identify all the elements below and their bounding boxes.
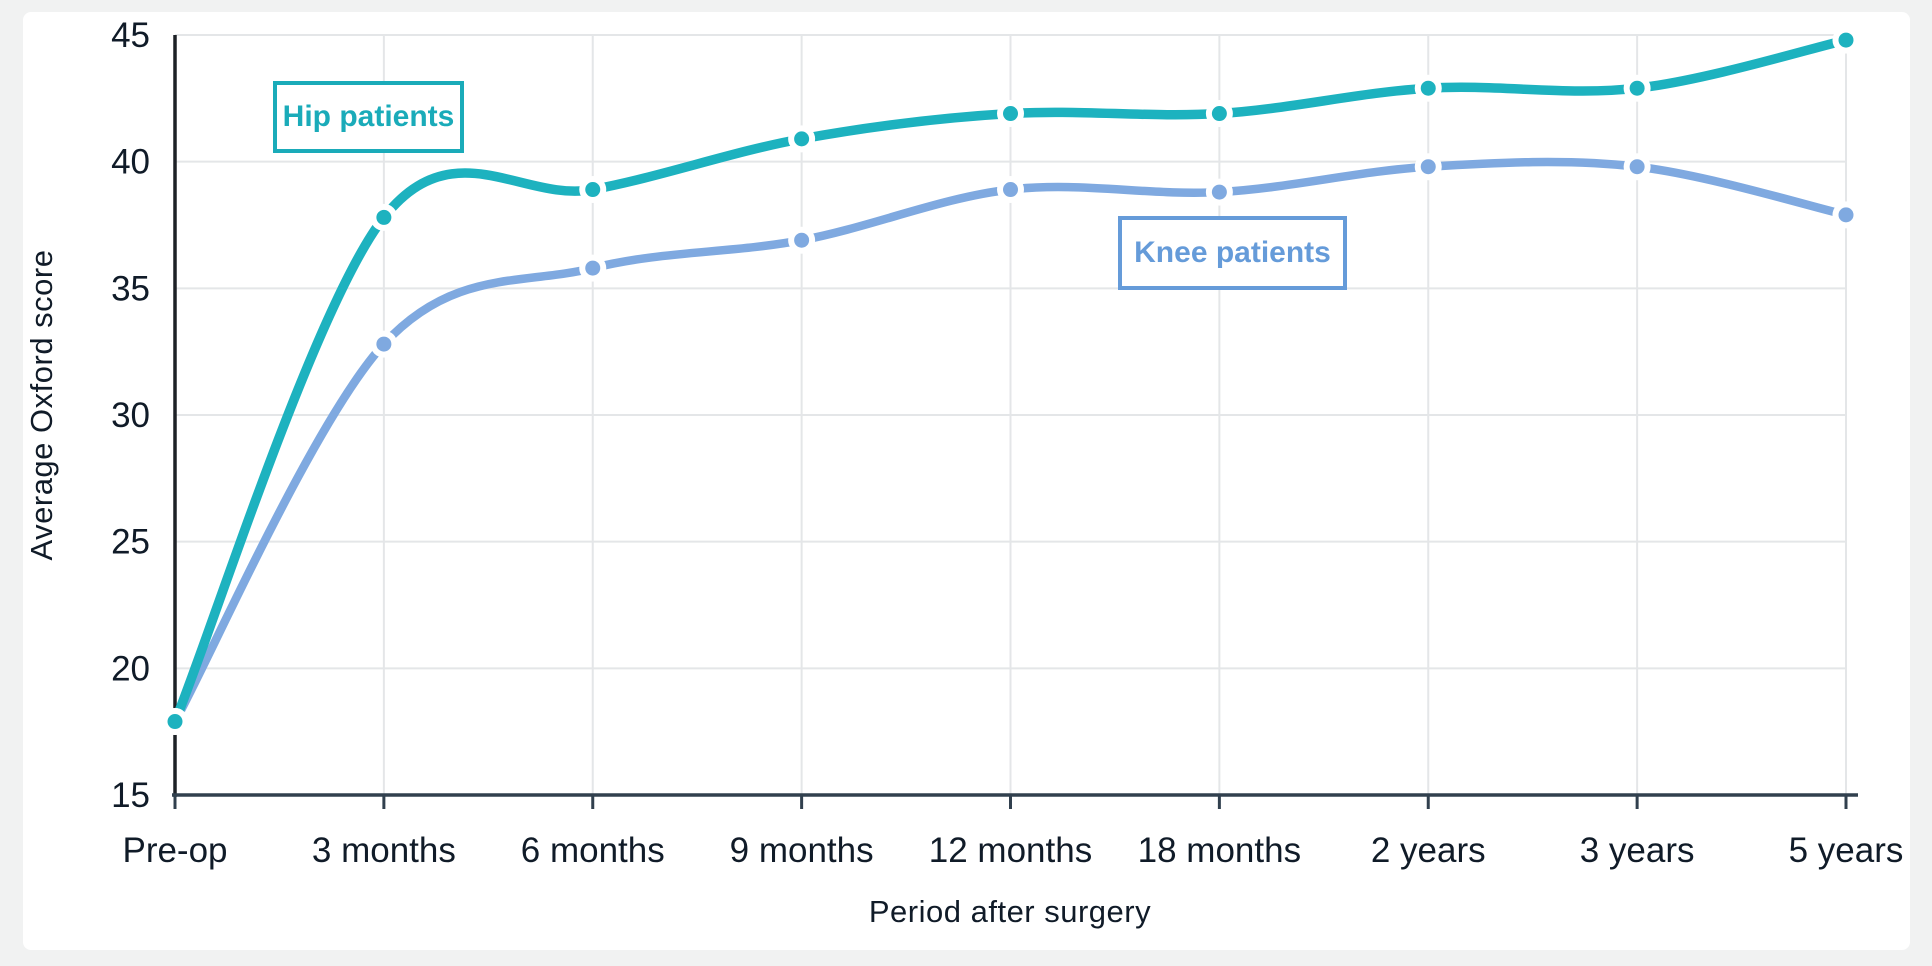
marker-dot — [1211, 106, 1227, 122]
marker-dot — [1211, 184, 1227, 200]
marker-dot — [585, 182, 601, 198]
marker-dot — [794, 131, 810, 147]
x-axis-ticks — [173, 795, 1848, 809]
marker-dot — [1003, 182, 1018, 198]
y-tick-label: 35 — [111, 269, 150, 308]
marker-dot — [794, 232, 810, 248]
marker-dot — [376, 209, 392, 225]
hip-series-annotation: Hip patients — [273, 81, 464, 153]
y-tick-label: 40 — [111, 143, 150, 182]
x-tick-label: 9 months — [730, 831, 874, 870]
x-tick-label: 6 months — [521, 831, 665, 870]
marker-dot — [1629, 80, 1645, 96]
y-tick-label: 45 — [111, 16, 150, 55]
marker-dot — [376, 336, 392, 352]
marker-dot — [1003, 106, 1018, 122]
x-tick-label: Pre-op — [122, 831, 227, 870]
x-tick-label: 3 months — [312, 831, 456, 870]
marker-dot — [167, 714, 183, 730]
y-tick-label: 15 — [111, 776, 150, 815]
y-axis-title: Average Oxford score — [24, 249, 59, 561]
gridlines — [175, 34, 1847, 795]
x-tick-label: 18 months — [1138, 831, 1301, 870]
marker-dot — [1838, 32, 1854, 48]
y-tick-label: 25 — [111, 523, 150, 562]
x-tick-label: 3 years — [1580, 831, 1695, 870]
x-tick-label: 2 years — [1371, 831, 1486, 870]
y-tick-label: 30 — [111, 396, 150, 435]
marker-dot — [1838, 207, 1854, 223]
knee-series-annotation: Knee patients — [1118, 216, 1347, 290]
hip-markers — [161, 26, 1860, 736]
x-tick-label: 12 months — [929, 831, 1092, 870]
knee-markers — [161, 153, 1860, 736]
x-tick-label: 5 years — [1789, 831, 1904, 870]
marker-dot — [1420, 159, 1436, 175]
marker-dot — [1629, 159, 1645, 175]
marker-dot — [1420, 80, 1436, 96]
y-tick-label: 20 — [111, 649, 150, 688]
x-axis-title: Period after surgery — [868, 894, 1152, 929]
marker-dot — [585, 260, 601, 276]
